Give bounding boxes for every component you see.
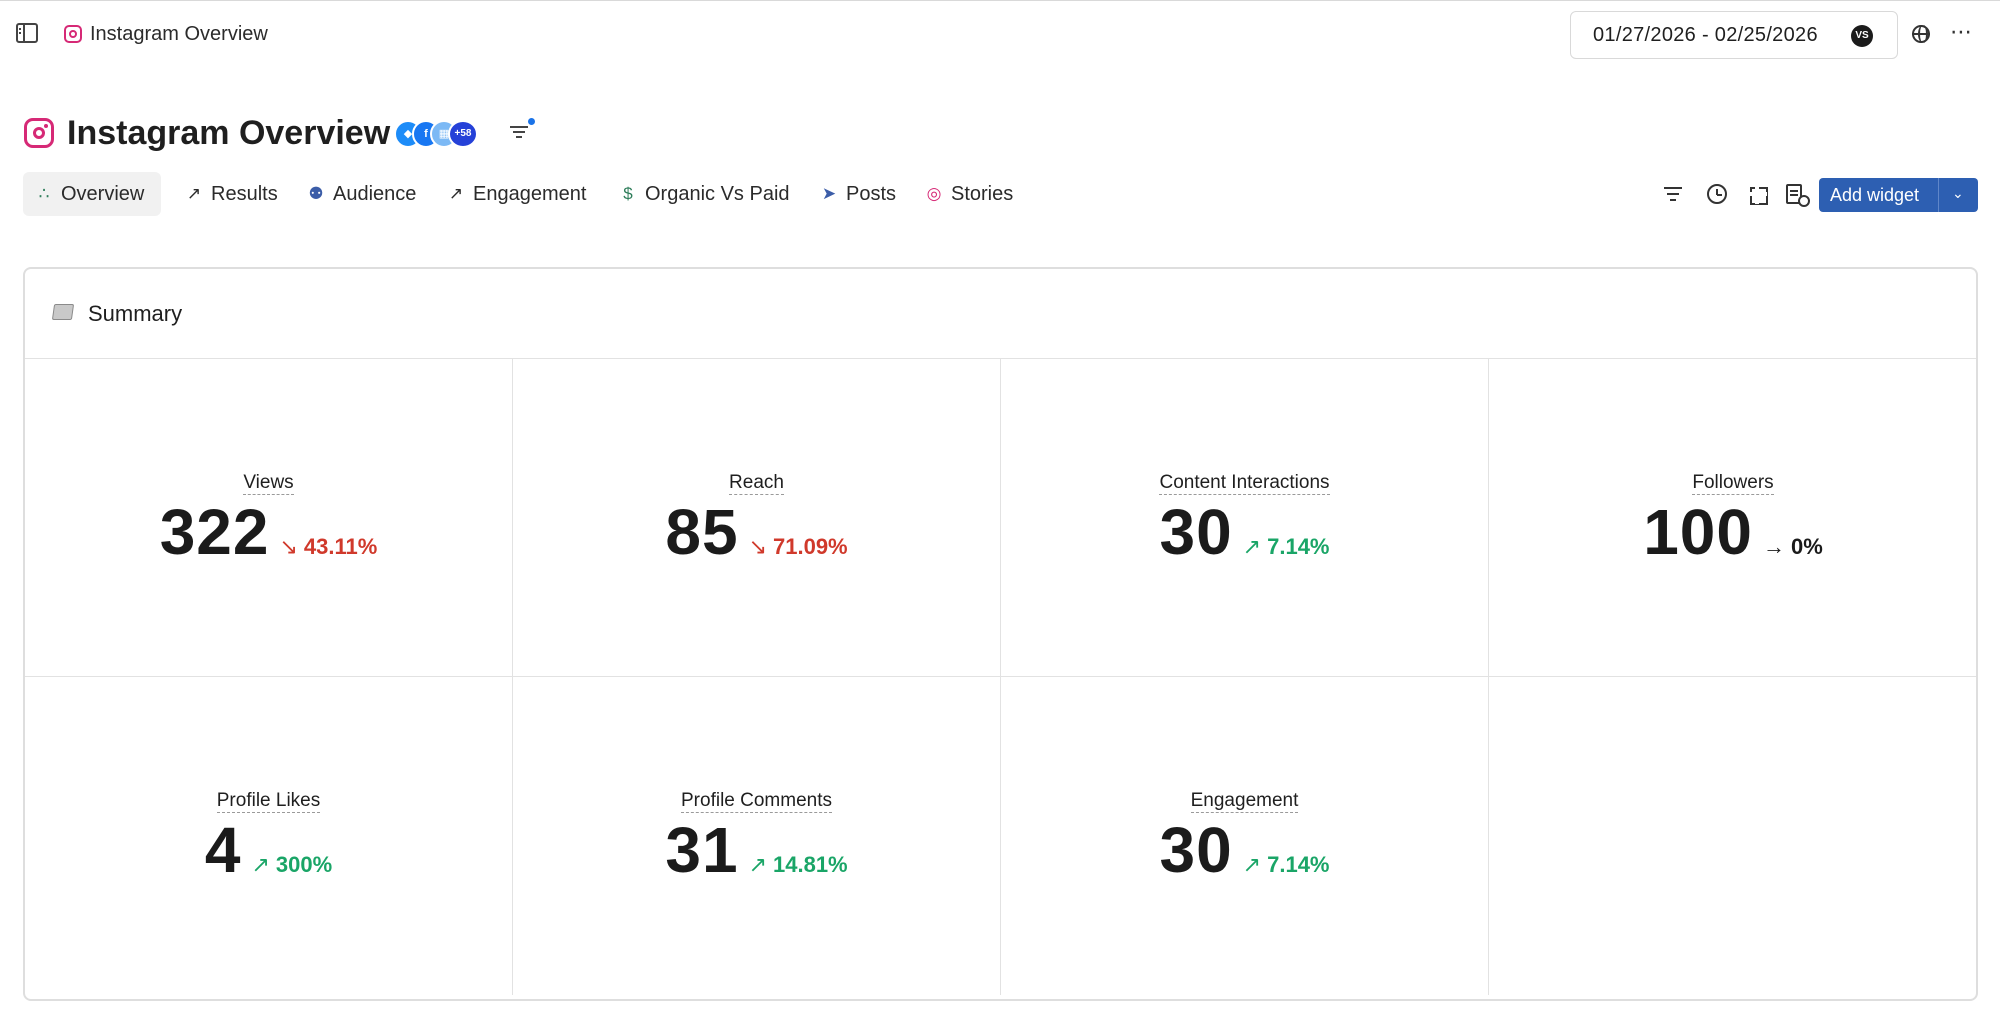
metric-change: ↗ 300%: [251, 852, 333, 877]
metric-change: ↘ 71.09%: [748, 534, 848, 559]
instagram-icon: [64, 25, 82, 43]
folder-icon: [51, 304, 75, 320]
summary-title: Summary: [88, 301, 183, 326]
chevron-down-icon[interactable]: ⌄: [1952, 185, 1964, 201]
tab-organic-vs-paid[interactable]: $ Organic Vs Paid: [607, 172, 813, 216]
metric-value: 100: [1643, 496, 1753, 568]
more-accounts-badge: +58: [448, 120, 478, 148]
metric-value: 322: [159, 496, 270, 568]
metric-label: Profile Likes: [216, 790, 321, 813]
metric-card-content-interactions[interactable]: Content Interactions 30 ↗ 7.14%: [1001, 359, 1489, 677]
filter-icon[interactable]: [510, 126, 528, 140]
metric-card-views[interactable]: Views 322 ↘ 43.11%: [25, 359, 513, 677]
metric-label: Profile Comments: [681, 790, 832, 813]
tab-overview[interactable]: ∴ Overview: [23, 172, 161, 216]
arrow-up-right-icon: ↗: [1242, 852, 1262, 877]
metrics-grid: Views 322 ↘ 43.11% Reach 85 ↘ 71.09% Content…: [25, 359, 1976, 999]
tab-posts[interactable]: ➤ Posts: [821, 183, 897, 205]
user-avatar[interactable]: VS: [1851, 25, 1873, 47]
summary-widget: Summary Views 322 ↘ 43.11% Reach 85 ↘ 71.09%…: [23, 267, 1978, 1001]
trend-up-icon: ↗: [186, 184, 202, 203]
clock-icon[interactable]: [1707, 184, 1727, 204]
arrow-down-right-icon: ↘: [279, 534, 298, 559]
page-title: Instagram Overview: [67, 114, 391, 152]
arrow-right-icon: →: [1762, 534, 1785, 559]
metric-card-reach[interactable]: Reach 85 ↘ 71.09%: [513, 359, 1001, 677]
more-options-icon[interactable]: ⋯: [1950, 19, 1973, 44]
tab-engagement[interactable]: ↗ Engagement: [448, 183, 587, 205]
sidebar-toggle-icon[interactable]: [16, 23, 38, 43]
date-range-picker[interactable]: 01/27/2026 - 02/25/2026 VS: [1570, 11, 1898, 59]
date-range-text: 01/27/2026 - 02/25/2026: [1593, 24, 1818, 46]
add-widget-button[interactable]: Add widget ⌄: [1819, 178, 1978, 212]
tab-audience[interactable]: ⚉ Audience: [308, 183, 417, 205]
metric-change: → 0%: [1762, 534, 1823, 559]
connected-accounts[interactable]: ◆ f ▦ +58: [394, 120, 484, 148]
metric-change: ↗ 7.14%: [1242, 852, 1330, 877]
metric-value: 85: [665, 496, 739, 568]
paper-plane-icon: ➤: [821, 184, 837, 203]
metric-change: ↗ 7.14%: [1242, 534, 1330, 559]
globe-icon[interactable]: [1912, 25, 1930, 43]
metric-value: 30: [1159, 814, 1233, 886]
tab-stories[interactable]: ◎ Stories: [926, 183, 1014, 205]
arrow-up-right-icon: ↗: [748, 852, 767, 877]
overview-dots-icon: ∴: [38, 184, 50, 203]
metric-card-engagement[interactable]: Engagement 30 ↗ 7.14%: [1001, 677, 1489, 995]
metric-card-profile-likes[interactable]: Profile Likes 4 ↗ 300%: [25, 677, 513, 995]
active-filter-dot: [528, 118, 535, 125]
dollar-icon: $: [623, 184, 633, 203]
tab-results[interactable]: ↗ Results: [186, 183, 278, 205]
fullscreen-icon[interactable]: [1747, 184, 1768, 205]
metric-card-profile-comments[interactable]: Profile Comments 31 ↗ 14.81%: [513, 677, 1001, 995]
add-widget-label: Add widget: [1830, 185, 1920, 205]
instagram-logo-icon: [24, 118, 54, 148]
metric-card-followers[interactable]: Followers 100 → 0%: [1489, 359, 1976, 677]
summary-header: Summary: [25, 269, 1976, 359]
metric-label: Reach: [729, 472, 784, 495]
metric-label: Content Interactions: [1159, 472, 1330, 495]
top-bar: Instagram Overview 01/27/2026 - 02/25/20…: [0, 0, 2000, 66]
button-divider: [1938, 178, 1939, 212]
metric-change: ↘ 43.11%: [279, 534, 378, 559]
metric-label: Engagement: [1190, 790, 1299, 813]
arrow-up-right-icon: ↗: [1242, 534, 1262, 559]
breadcrumb-title[interactable]: Instagram Overview: [90, 23, 268, 45]
arrow-up-right-icon: ↗: [251, 852, 270, 877]
metric-value: 31: [665, 814, 739, 886]
trend-up-icon: ↗: [448, 184, 464, 203]
metric-value: 30: [1159, 496, 1233, 568]
arrow-down-right-icon: ↘: [748, 534, 767, 559]
export-icon[interactable]: [1786, 184, 1810, 207]
people-icon: ⚉: [308, 184, 324, 203]
metric-change: ↗ 14.81%: [748, 852, 848, 877]
metric-label: Views: [243, 472, 294, 495]
empty-cell: [1489, 677, 1976, 995]
filter-icon[interactable]: [1663, 184, 1683, 204]
metric-value: 4: [204, 814, 242, 886]
stories-circle-icon: ◎: [926, 184, 942, 203]
metric-label: Followers: [1692, 472, 1774, 495]
